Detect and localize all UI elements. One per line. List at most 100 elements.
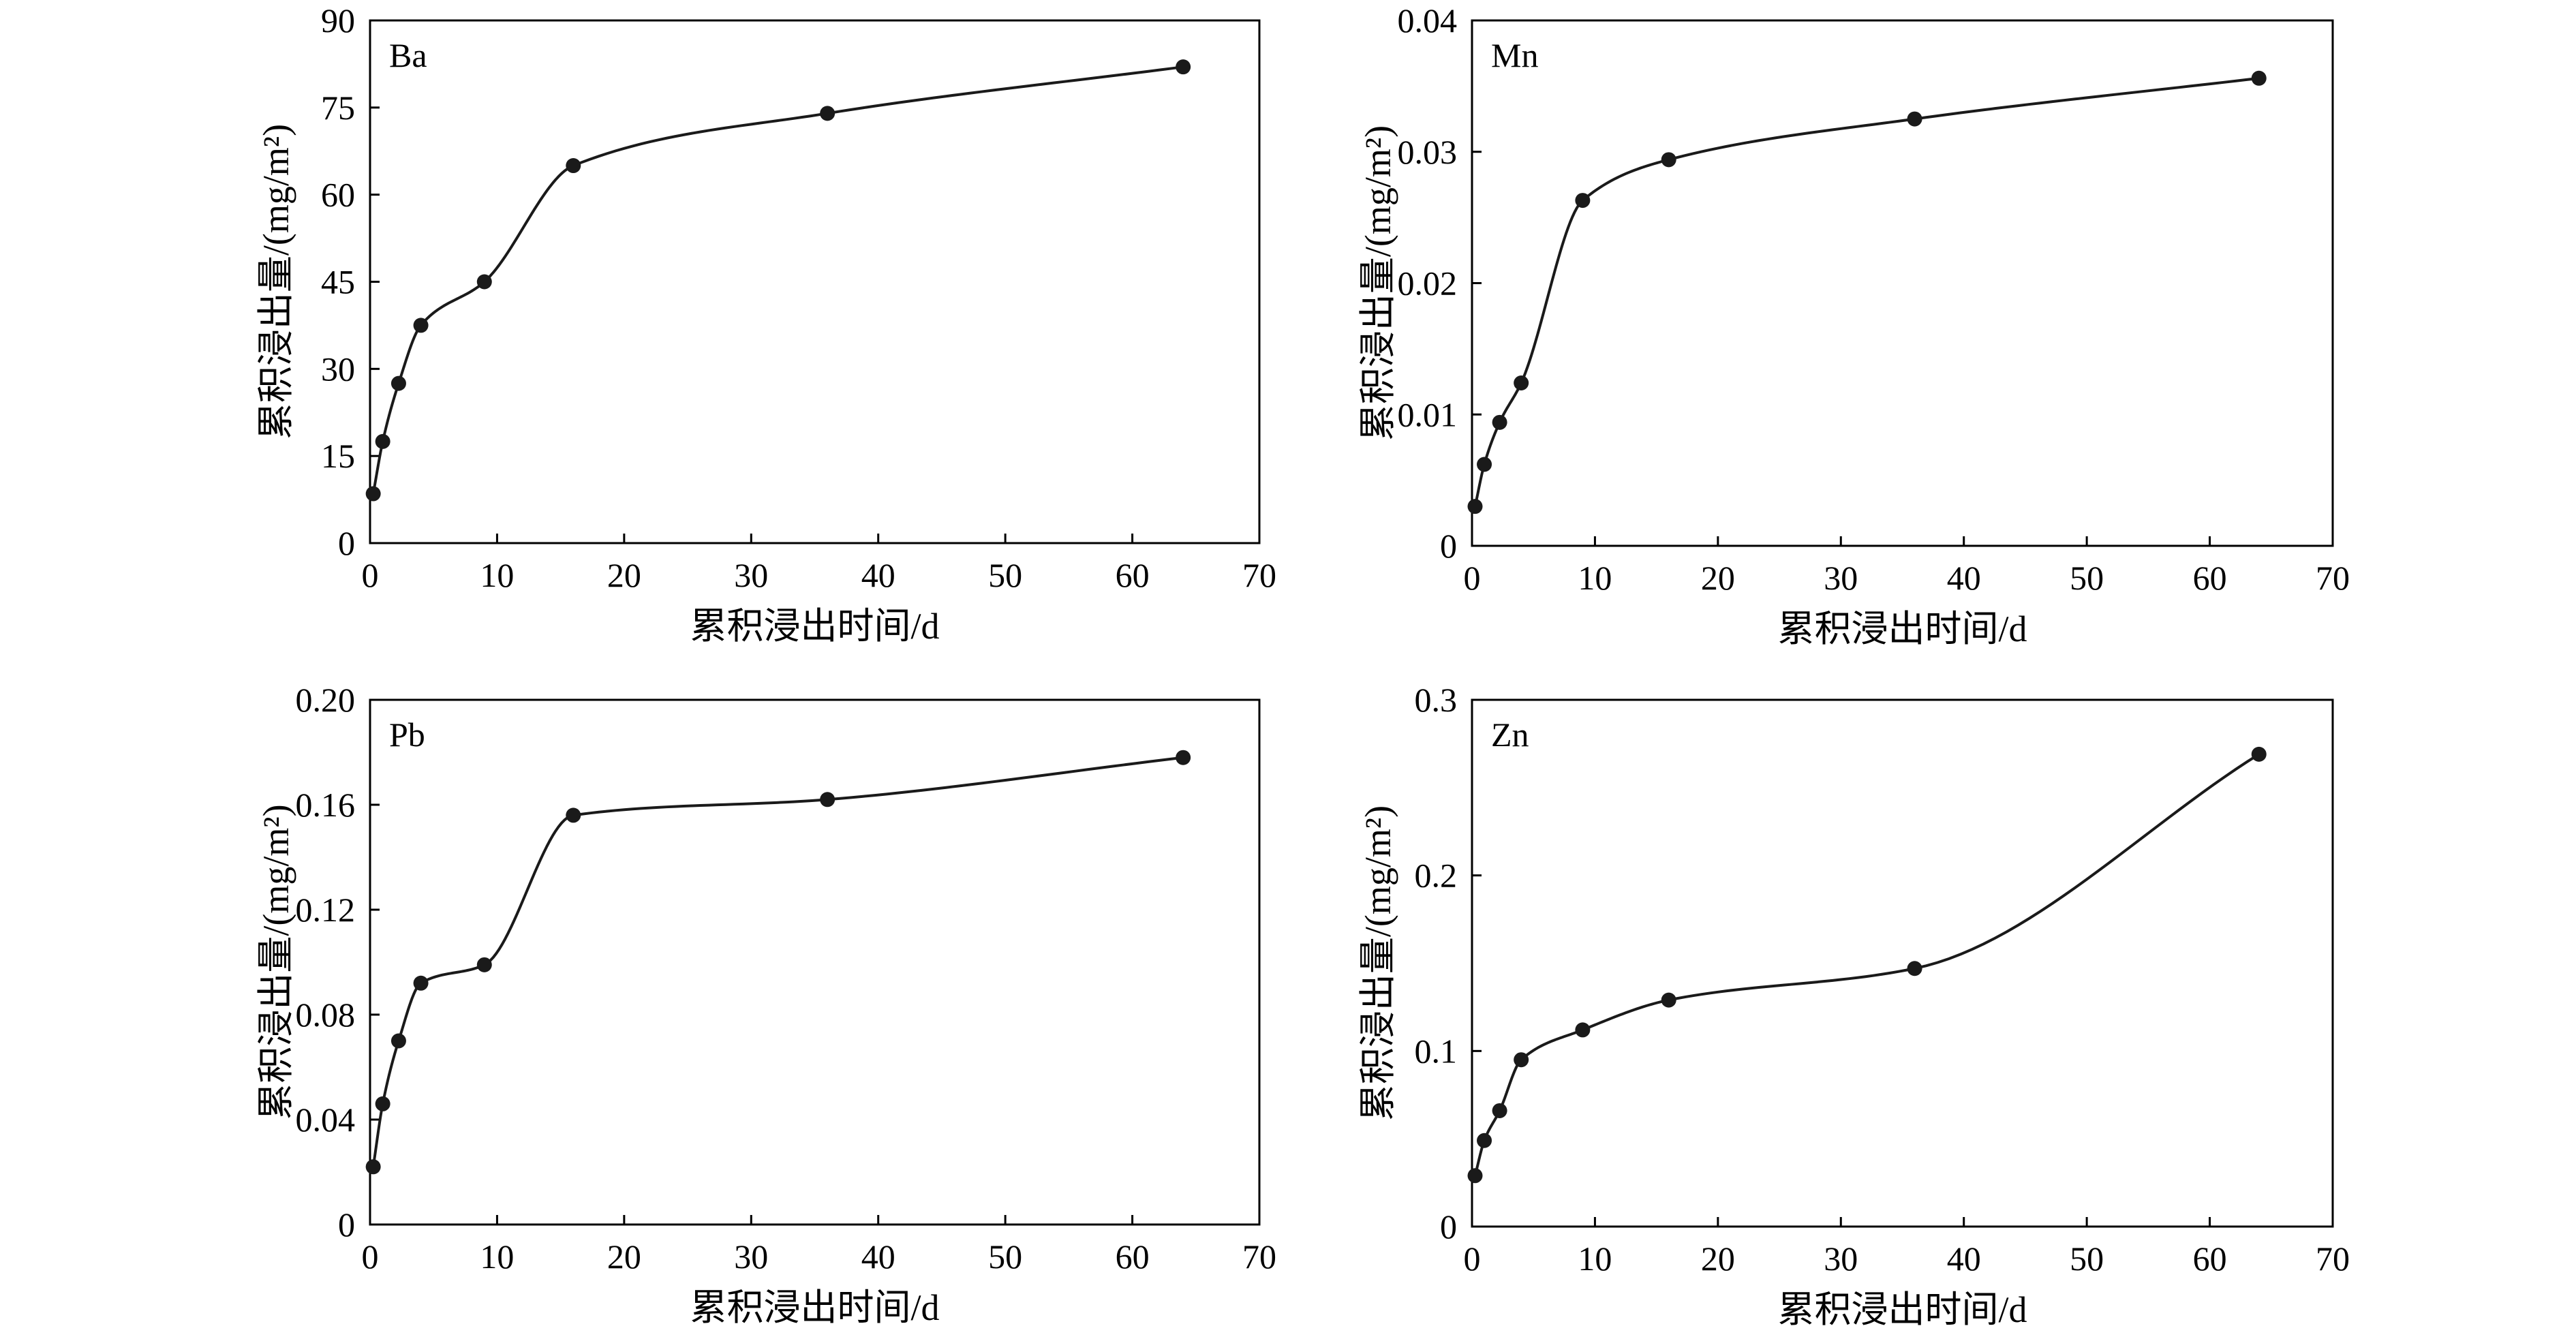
y-tick-label-0: 0 (1440, 1207, 1457, 1246)
data-point (1477, 1133, 1492, 1148)
y-axis-title: 累积浸出量/(mg/m²) (256, 804, 296, 1120)
y-tick-label-0-01: 0.01 (1398, 395, 1458, 433)
data-point (1514, 1052, 1529, 1068)
x-tick-label-60: 60 (1116, 1237, 1150, 1276)
x-axis-title: 累积浸出时间/d (1777, 1289, 2027, 1330)
data-point (1661, 992, 1676, 1008)
y-tick-label-0-20: 0.20 (296, 681, 356, 719)
data-point (476, 957, 492, 972)
y-axis-title: 累积浸出量/(mg/m²) (1358, 805, 1398, 1121)
panel-ba: 0 10 20 30 40 50 60 70 0 15 30 45 60 75 90 Ba 累积浸出时间/d… (256, 1, 1276, 647)
x-axis-title: 累积浸出时间/d (690, 1287, 939, 1328)
y-tick-label-0-3: 0.3 (1415, 681, 1458, 719)
data-point (390, 1033, 406, 1049)
y-tick-label-0-08: 0.08 (296, 996, 356, 1034)
y-axis-title: 累积浸出量/(mg/m²) (256, 124, 296, 440)
axis-ticks: 0 10 20 30 40 50 60 70 0 0.01 0.02 0.03 0.04 (1398, 1, 2350, 597)
y-tick-label-75: 75 (321, 89, 355, 127)
plot-frame (1471, 19, 2334, 547)
y-tick-label-0-04: 0.04 (296, 1101, 356, 1139)
x-tick-label-40: 40 (861, 556, 895, 594)
data-point (820, 106, 835, 121)
data-point (820, 792, 835, 807)
y-tick-label-0-03: 0.03 (1398, 133, 1458, 171)
x-tick-label-0: 0 (362, 1237, 379, 1276)
y-tick-label-0: 0 (338, 524, 355, 562)
x-tick-label-0: 0 (1464, 1240, 1481, 1278)
x-tick-label-40: 40 (861, 1237, 895, 1276)
y-tick-label-45: 45 (321, 263, 355, 301)
panel-label: Mn (1491, 36, 1538, 74)
data-point (365, 1159, 381, 1175)
data-point (390, 375, 406, 391)
x-tick-label-10: 10 (480, 556, 514, 594)
series-line-0 (371, 756, 1184, 1167)
plot-frame (369, 19, 1261, 544)
data-marks (1467, 746, 2267, 1184)
x-tick-label-70: 70 (1242, 1237, 1276, 1276)
data-point (1907, 961, 1922, 976)
axis-ticks: 0 10 20 30 40 50 60 70 0 0.04 0.08 0.12 0.16 0.20 (296, 681, 1277, 1276)
axis-ticks: 0 10 20 30 40 50 60 70 0 15 30 45 60 75 90 (321, 1, 1276, 594)
data-marks (365, 750, 1191, 1175)
plot-frame (1471, 698, 2334, 1228)
x-tick-label-60: 60 (2193, 1240, 2227, 1278)
plot-frame (369, 698, 1261, 1226)
y-tick-label-15: 15 (321, 437, 355, 475)
panel-label: Pb (389, 715, 425, 754)
x-tick-label-60: 60 (2193, 559, 2227, 597)
x-tick-label-50: 50 (988, 556, 1022, 594)
y-tick-label-0-2: 0.2 (1415, 857, 1458, 895)
x-tick-label-50: 50 (988, 1237, 1022, 1276)
data-point (1907, 111, 1922, 127)
data-point (365, 486, 381, 502)
data-point (1575, 1022, 1591, 1038)
data-point (1661, 152, 1676, 168)
x-tick-label-0: 0 (362, 556, 379, 594)
axis-ticks: 0 10 20 30 40 50 60 70 0 0.1 0.2 0.3 (1415, 681, 2350, 1278)
series-line-0 (371, 65, 1184, 494)
y-tick-label-90: 90 (321, 1, 355, 40)
y-tick-label-30: 30 (321, 350, 355, 388)
panel-zn: 0 10 20 30 40 50 60 70 0 0.1 0.2 0.3 Zn 累积浸出时间/d 累积… (1358, 681, 2350, 1330)
data-point (375, 1096, 390, 1111)
data-point (1575, 193, 1591, 209)
data-point (1492, 1103, 1507, 1118)
y-tick-label-0-04: 0.04 (1398, 1, 1458, 40)
panel-label: Ba (389, 36, 427, 74)
x-tick-label-0: 0 (1464, 559, 1481, 597)
panel-label: Zn (1491, 715, 1529, 754)
data-marks (365, 59, 1191, 502)
y-tick-label-0: 0 (1440, 527, 1457, 565)
data-point (375, 433, 390, 449)
data-point (2251, 70, 2267, 86)
y-axis-title: 累积浸出量/(mg/m²) (1358, 125, 1398, 441)
x-tick-label-70: 70 (2316, 1240, 2350, 1278)
x-tick-label-30: 30 (1824, 559, 1858, 597)
x-tick-label-10: 10 (480, 1237, 514, 1276)
data-point (413, 318, 429, 333)
series-line-0 (1473, 753, 2260, 1176)
x-tick-label-30: 30 (734, 1237, 768, 1276)
y-tick-label-0-1: 0.1 (1415, 1032, 1458, 1070)
data-marks (1467, 70, 2267, 514)
x-tick-label-70: 70 (1242, 556, 1276, 594)
panel-mn: 0 10 20 30 40 50 60 70 0 0.01 0.02 0.03 0.04 Mn 累积浸出… (1358, 1, 2350, 649)
y-tick-label-0: 0 (338, 1205, 355, 1244)
data-point (1477, 457, 1492, 472)
x-tick-label-10: 10 (1578, 559, 1612, 597)
data-point (566, 807, 581, 823)
y-tick-label-0-12: 0.12 (296, 891, 356, 929)
x-tick-label-60: 60 (1116, 556, 1150, 594)
x-tick-label-50: 50 (2070, 1240, 2104, 1278)
x-tick-label-20: 20 (607, 1237, 641, 1276)
y-tick-label-0-02: 0.02 (1398, 264, 1458, 303)
data-point (1467, 499, 1483, 514)
x-axis-title: 累积浸出时间/d (1777, 609, 2027, 649)
data-point (1176, 59, 1191, 75)
x-tick-label-20: 20 (1701, 559, 1735, 597)
x-tick-label-20: 20 (607, 556, 641, 594)
data-point (1176, 750, 1191, 765)
data-point (476, 274, 492, 290)
